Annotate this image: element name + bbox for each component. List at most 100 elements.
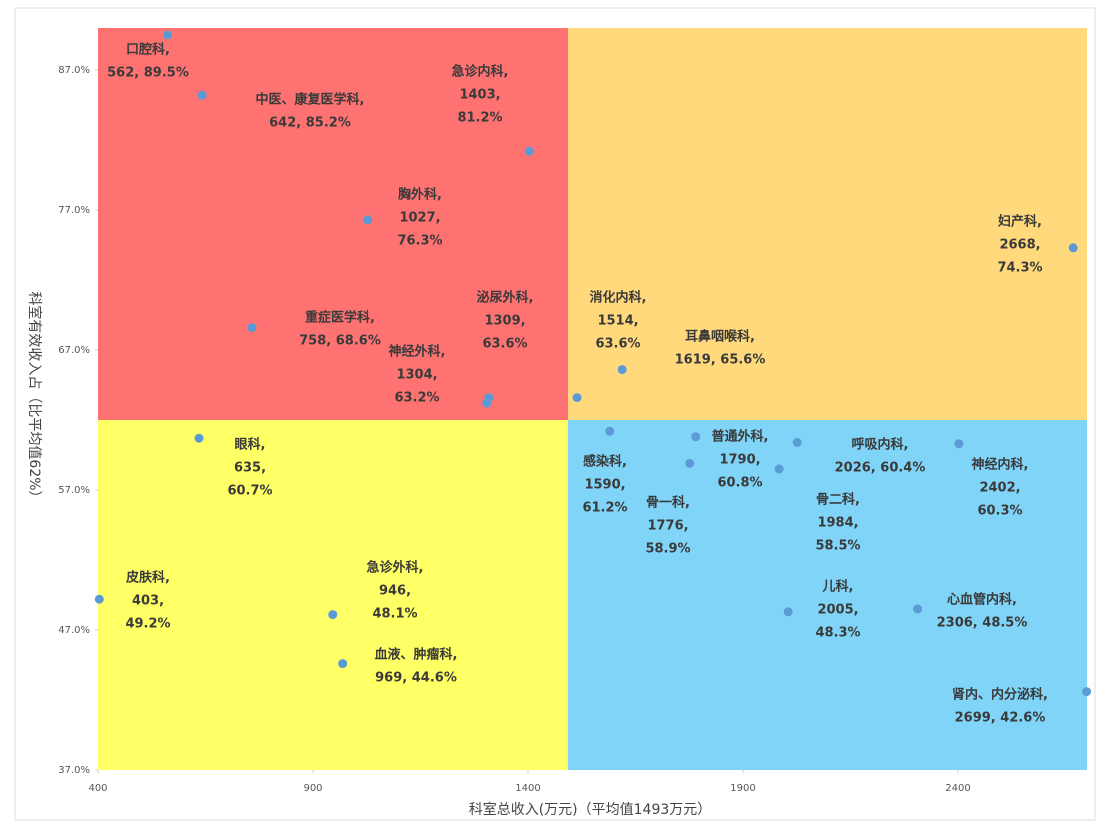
data-label: 1514, [597, 314, 638, 329]
frame [14, 7, 1096, 821]
data-label: 胸外科, [398, 187, 442, 203]
x-tick-label: 400 [88, 783, 107, 794]
y-tick-label: 87.0% [58, 65, 90, 76]
point [783, 607, 793, 617]
data-label: 1304, [396, 368, 437, 383]
point [328, 610, 338, 620]
data-label: 1619, 65.6% [675, 353, 766, 368]
data-label: 重症医学科, [305, 310, 375, 326]
data-label: 635, [234, 461, 266, 476]
point [338, 659, 348, 669]
point [774, 464, 784, 474]
data-label: 946, [379, 584, 411, 599]
data-label: 1309, [484, 314, 525, 329]
data-label: 60.8% [717, 476, 762, 491]
y-tick-label: 37.0% [58, 765, 90, 776]
data-label: 心血管内科, [947, 592, 1017, 608]
point [247, 323, 257, 333]
data-label: 消化内科, [590, 290, 647, 306]
point [954, 439, 964, 449]
data-label: 48.3% [815, 626, 860, 641]
data-label: 76.3% [397, 234, 442, 249]
data-label: 63.2% [394, 391, 439, 406]
data-label: 60.3% [977, 504, 1022, 519]
data-label: 58.9% [645, 542, 690, 557]
data-label: 普通外科, [712, 429, 769, 445]
data-label: 63.6% [482, 337, 527, 352]
data-label: 758, 68.6% [299, 334, 381, 349]
data-label: 2699, 42.6% [955, 711, 1046, 726]
data-label: 74.3% [997, 261, 1042, 276]
quadrant [98, 420, 568, 770]
data-label: 儿科, [822, 579, 854, 595]
data-label: 泌尿外科, [477, 290, 534, 306]
data-label: 神经内科, [972, 457, 1029, 473]
data-label: 61.2% [582, 501, 627, 516]
data-label: 81.2% [457, 111, 502, 126]
data-label: 1027, [399, 211, 440, 226]
data-label: 562, 89.5% [107, 66, 189, 81]
quadrant [98, 28, 568, 420]
data-label: 1790, [719, 453, 760, 468]
data-label: 中医、康复医学科, [256, 92, 365, 108]
data-label: 2026, 60.4% [835, 461, 926, 476]
y-tick-label: 57.0% [58, 485, 90, 496]
point [913, 604, 923, 614]
data-label: 骨一科, [646, 495, 690, 511]
data-label: 48.1% [372, 607, 417, 622]
point [605, 426, 615, 436]
data-label: 急诊内科, [452, 64, 509, 80]
y-tick-label: 67.0% [58, 345, 90, 356]
data-label: 60.7% [227, 484, 272, 499]
data-label: 血液、肿瘤科, [375, 647, 458, 663]
data-label: 2005, [817, 603, 858, 618]
data-label: 感染科, [583, 454, 627, 470]
point [482, 398, 492, 408]
data-label: 403, [132, 594, 164, 609]
data-label: 眼科, [235, 437, 266, 453]
data-label: 耳鼻咽喉科, [685, 329, 755, 345]
data-label: 2306, 48.5% [937, 616, 1028, 631]
data-label: 妇产科, [997, 214, 1042, 230]
data-label: 神经外科, [389, 344, 446, 360]
data-label: 1776, [647, 519, 688, 534]
data-label: 口腔科, [126, 42, 170, 58]
data-label: 642, 85.2% [269, 116, 351, 131]
point [363, 215, 373, 225]
point [1082, 687, 1092, 697]
data-label: 969, 44.6% [375, 671, 457, 686]
quadrant [567, 28, 1087, 420]
data-label: 皮肤科, [125, 570, 170, 586]
data-label: 1590, [584, 478, 625, 493]
data-label: 63.6% [595, 337, 640, 352]
data-label: 1403, [459, 88, 500, 103]
data-label: 2668, [999, 238, 1040, 253]
data-label: 1984, [817, 516, 858, 531]
quadrant [567, 420, 1087, 770]
point [572, 393, 582, 403]
x-tick-label: 2400 [945, 783, 970, 794]
point [617, 365, 627, 375]
x-tick-label: 1400 [515, 783, 540, 794]
point [197, 90, 207, 100]
data-label: 急诊外科, [367, 560, 424, 576]
point [1068, 243, 1078, 253]
data-label: 49.2% [125, 617, 170, 632]
y-tick-label: 77.0% [58, 205, 90, 216]
y-tick-label: 47.0% [58, 625, 90, 636]
y-axis-title: 科室有效收入占（比平均值62%） [26, 291, 43, 504]
point [163, 30, 173, 40]
point [691, 432, 701, 442]
point [524, 146, 534, 156]
data-label: 肾内、内分泌科, [952, 687, 1048, 703]
point [685, 458, 695, 468]
point [94, 594, 104, 604]
data-label: 呼吸内科, [852, 437, 909, 453]
point [792, 437, 802, 447]
data-label: 2402, [979, 481, 1020, 496]
data-label: 骨二科, [816, 492, 860, 508]
x-axis-title: 科室总收入(万元)（平均值1493万元） [469, 801, 712, 818]
point [194, 433, 204, 443]
data-label: 58.5% [815, 539, 860, 554]
